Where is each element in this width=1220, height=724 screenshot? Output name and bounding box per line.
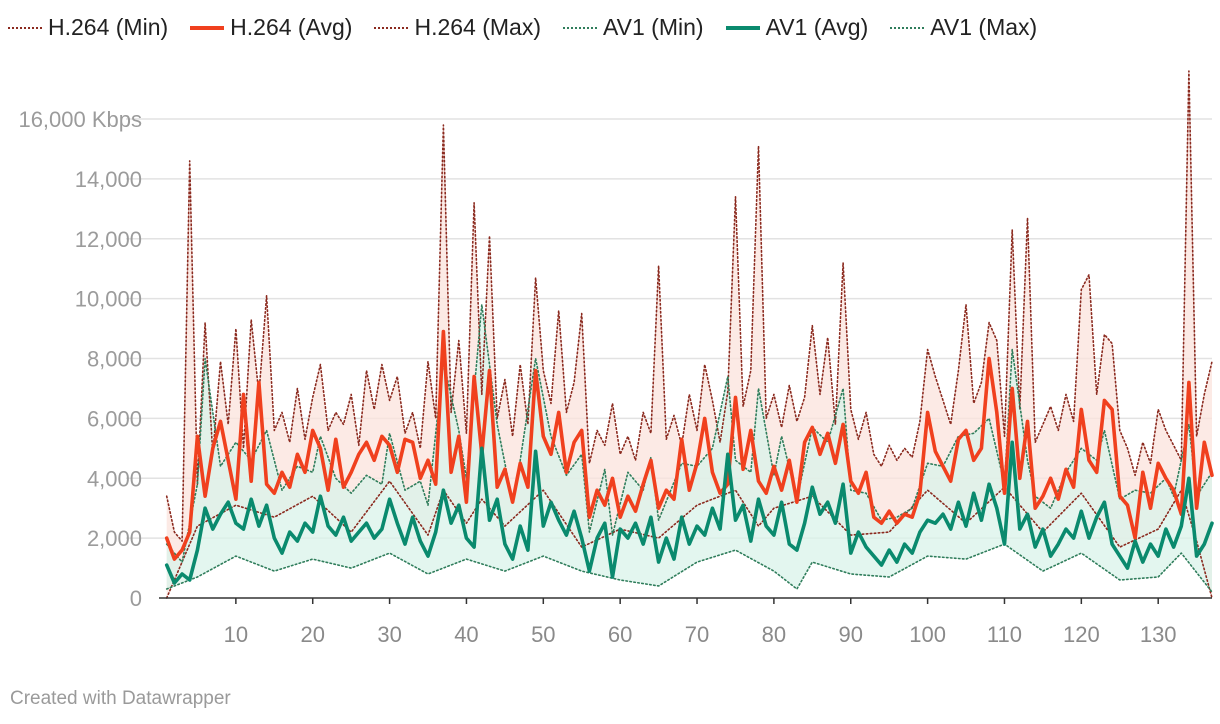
- series-line-av1-avg: [164, 440, 1214, 585]
- series-line-h-264-min: [165, 480, 1213, 599]
- x-tick-label: 130: [1140, 622, 1177, 647]
- legend-item-h264-min[interactable]: H.264 (Min): [8, 14, 168, 41]
- series-line-h-264-avg: [164, 329, 1214, 561]
- x-tick-label: 10: [224, 622, 248, 647]
- x-tick-label: 50: [531, 622, 555, 647]
- legend-label-av1-avg: AV1 (Avg): [765, 14, 869, 40]
- legend-item-av1-avg[interactable]: AV1 (Avg): [725, 14, 869, 41]
- y-tick-label: 6,000: [87, 406, 142, 431]
- bitrate-line-chart: 0 2,000 4,000 6,000 8,000 10,000 12,000 14,000 1…: [18, 70, 1214, 647]
- x-tick-label: 80: [762, 622, 786, 647]
- y-tick-label: 14,000: [75, 167, 142, 192]
- x-tick-label: 40: [454, 622, 478, 647]
- x-tick-label: 60: [608, 622, 632, 647]
- axis-layer: 0 2,000 4,000 6,000 8,000 10,000 12,000 14,000 1…: [18, 107, 1212, 647]
- x-tick-label: 120: [1063, 622, 1100, 647]
- y-tick-label: 2,000: [87, 526, 142, 551]
- legend-item-av1-max[interactable]: AV1 (Max): [890, 14, 1037, 41]
- legend-swatch-h264-avg: [190, 25, 225, 30]
- legend-item-h264-max[interactable]: H.264 (Max): [374, 14, 541, 41]
- x-tick-label: 30: [377, 622, 401, 647]
- y-tick-label: 10,000: [75, 287, 142, 312]
- range-band-av1-range: [166, 304, 1213, 592]
- legend-swatch-av1-avg: [725, 25, 760, 30]
- legend-label-av1-max: AV1 (Max): [930, 14, 1038, 40]
- legend-label-av1-min: AV1 (Min): [603, 14, 704, 40]
- legend-swatch-h264-min: [8, 26, 42, 29]
- legend-label-h264-min: H.264 (Min): [48, 14, 169, 40]
- x-tick-label: 70: [685, 622, 709, 647]
- y-tick-label: 12,000: [75, 227, 142, 252]
- x-tick-label: 90: [839, 622, 863, 647]
- legend-item-h264-avg[interactable]: H.264 (Avg): [190, 14, 352, 41]
- x-tick-label: 110: [987, 622, 1022, 647]
- x-tick-label: 100: [909, 622, 946, 647]
- series-line-h-264-max: [165, 70, 1213, 542]
- x-tick-label: 20: [300, 622, 324, 647]
- legend-swatch-av1-max: [890, 26, 925, 29]
- legend-item-av1-min[interactable]: AV1 (Min): [563, 14, 704, 41]
- legend: H.264 (Min) H.264 (Avg) H.264 (Max) AV1 …: [8, 14, 1037, 41]
- legend-label-h264-avg: H.264 (Avg): [230, 14, 353, 40]
- y-tick-label: 16,000 Kbps: [18, 107, 142, 132]
- legend-swatch-av1-min: [563, 26, 598, 29]
- line-layer: [164, 70, 1214, 599]
- y-tick-label: 8,000: [87, 347, 142, 372]
- band-layer: [166, 71, 1213, 599]
- footer-credit: Created with Datawrapper: [10, 688, 231, 709]
- series-line-av1-max: [165, 303, 1213, 563]
- y-tick-label: 4,000: [87, 466, 142, 491]
- legend-label-h264-max: H.264 (Max): [414, 14, 542, 40]
- y-tick-label: 0: [130, 586, 142, 611]
- legend-swatch-h264-max: [374, 26, 409, 29]
